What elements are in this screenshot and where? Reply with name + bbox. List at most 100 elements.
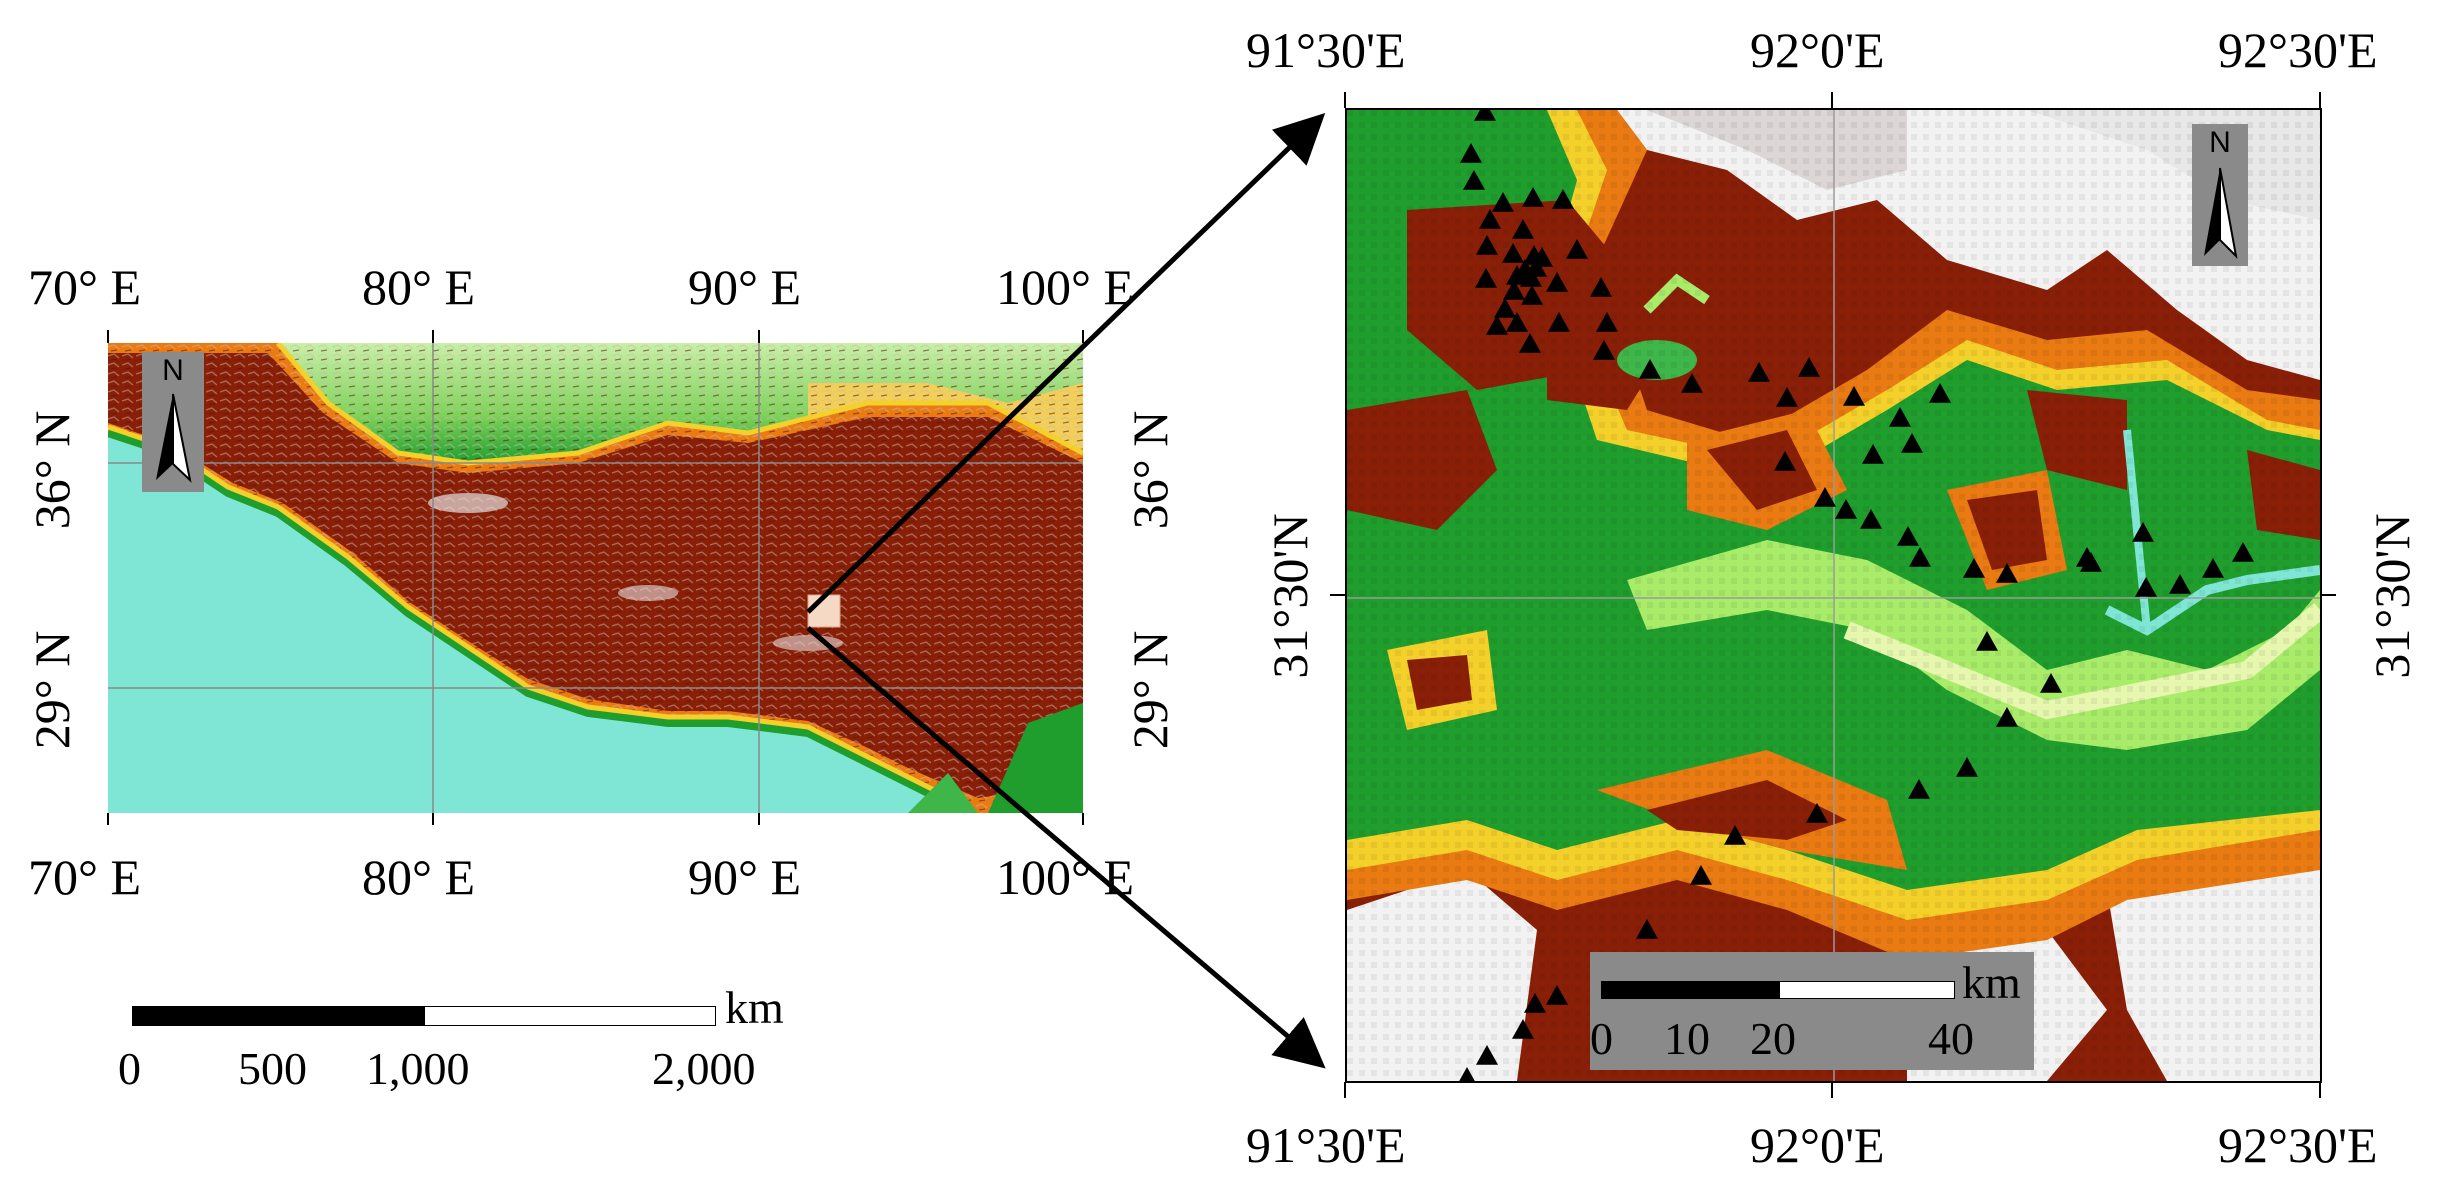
detail-frame-ticks — [1330, 92, 2336, 1098]
station-triangle-icon — [1996, 707, 2018, 727]
station-triangle-icon — [1596, 312, 1618, 332]
detail-bottom-lon-9130: 91°30'E — [1246, 1117, 1406, 1173]
overview-scale-unit: km — [725, 982, 784, 1033]
station-triangle-icon — [1521, 285, 1543, 305]
station-triangle-icon — [1463, 170, 1485, 190]
detail-scale-tick-20: 20 — [1750, 1013, 1796, 1064]
station-triangle-icon — [1460, 143, 1482, 163]
study-area-box — [807, 594, 841, 628]
scale-segment-black — [132, 1006, 424, 1026]
station-triangle-icon — [1996, 563, 2018, 583]
overview-scale-tick-1000: 1,000 — [366, 1043, 470, 1094]
station-triangle-icon — [1843, 386, 1865, 406]
station-triangle-icon — [1552, 189, 1574, 209]
station-triangle-icon — [2132, 522, 2154, 542]
overview-top-lon-70: 70° E — [28, 259, 142, 315]
overview-scale-tick-0: 0 — [118, 1043, 141, 1094]
station-triangle-icon — [1494, 298, 1516, 318]
station-triangle-icon — [2202, 558, 2224, 578]
station-triangle-icon — [1963, 558, 1985, 578]
scale-segment-white — [424, 1006, 716, 1026]
station-triangle-icon — [1522, 187, 1544, 207]
overview-scale-tick-500: 500 — [238, 1043, 307, 1094]
station-triangle-icon — [2040, 673, 2062, 693]
north-arrow-icon — [2204, 167, 2238, 259]
station-triangle-icon — [1590, 277, 1612, 297]
station-triangle-icon — [1776, 387, 1798, 407]
station-triangle-icon — [1681, 373, 1703, 393]
station-triangle-icon — [1525, 257, 1547, 277]
station-triangle-icon — [1506, 265, 1528, 285]
station-triangle-icon — [1492, 192, 1514, 212]
station-triangle-icon — [1909, 547, 1931, 567]
detail-scale-unit: km — [1962, 957, 2021, 1008]
station-triangle-icon — [1908, 779, 1930, 799]
detail-top-lon-9230: 92°30'E — [2218, 22, 2378, 78]
station-triangle-icon — [2076, 547, 2098, 567]
station-triangle-icon — [1548, 312, 1570, 332]
detail-scale-bar — [1601, 981, 1955, 1001]
station-triangle-icon — [1476, 235, 1498, 255]
scale-segment-black — [1601, 981, 1779, 999]
station-triangle-icon — [1506, 312, 1528, 332]
detail-scale-tick-0: 0 — [1590, 1013, 1613, 1064]
station-triangle-icon — [1546, 272, 1568, 292]
overview-top-lon-80: 80° E — [362, 259, 476, 315]
station-triangle-icon — [1636, 919, 1658, 939]
station-triangle-icon — [1814, 487, 1836, 507]
station-triangle-icon — [1519, 333, 1541, 353]
station-triangle-icon — [1860, 509, 1882, 529]
station-triangle-icon — [1774, 451, 1796, 471]
overview-frame-ticks — [107, 330, 1084, 825]
station-triangle-icon — [1502, 243, 1524, 263]
overview-dem-map — [108, 343, 1083, 813]
station-triangle-icon — [1798, 357, 1820, 377]
station-triangle-icon — [1862, 444, 1884, 464]
station-triangle-icon — [1512, 1019, 1534, 1039]
overview-top-lon-100: 100° E — [996, 259, 1135, 315]
detail-top-lon-9200: 92°0'E — [1750, 22, 1885, 78]
station-triangle-icon — [1503, 280, 1525, 300]
station-triangle-icon — [1475, 268, 1497, 288]
station-triangle-icon — [2135, 577, 2157, 597]
station-triangle-icon — [1474, 110, 1496, 121]
station-triangle-icon — [1593, 340, 1615, 360]
overview-scale-tick-2000: 2,000 — [652, 1043, 756, 1094]
station-triangle-icon — [1476, 1045, 1498, 1065]
detail-bottom-lon-9230: 92°30'E — [2218, 1117, 2378, 1173]
detail-top-lon-9130: 91°30'E — [1246, 22, 1406, 78]
station-triangle-icon — [1901, 433, 1923, 453]
overview-bottom-lon-70: 70° E — [28, 849, 142, 905]
overview-north-arrow: N — [142, 352, 204, 492]
station-triangle-icon — [1724, 825, 1746, 845]
overview-north-label: N — [162, 354, 184, 387]
overview-scale-bar — [132, 1006, 716, 1028]
overview-bottom-lon-100: 100° E — [996, 849, 1135, 905]
detail-scale-panel — [1590, 952, 2034, 1070]
detail-bottom-lon-9200: 92°0'E — [1750, 1117, 1885, 1173]
detail-north-label: N — [2209, 126, 2231, 159]
detail-scale-tick-40: 40 — [1928, 1013, 1974, 1064]
station-triangle-icon — [1748, 362, 1770, 382]
station-triangle-icon — [1976, 631, 1998, 651]
station-triangle-icon — [1524, 993, 1546, 1013]
scale-segment-white — [1779, 981, 1955, 999]
station-triangle-icon — [1690, 865, 1712, 885]
detail-right-lat: 31°30'N — [2364, 513, 2420, 679]
detail-scale-tick-10: 10 — [1664, 1013, 1710, 1064]
station-triangle-icon — [1512, 219, 1534, 239]
overview-top-lon-90: 90° E — [688, 259, 802, 315]
overview-bottom-lon-90: 90° E — [688, 849, 802, 905]
overview-bottom-lon-80: 80° E — [362, 849, 476, 905]
north-arrow-icon — [156, 393, 192, 483]
station-triangle-icon — [2232, 542, 2254, 562]
station-triangle-icon — [1486, 315, 1508, 335]
station-triangle-icon — [1835, 499, 1857, 519]
station-triangle-icon — [1929, 383, 1951, 403]
station-triangle-icon — [1897, 526, 1919, 546]
station-triangle-icon — [1956, 757, 1978, 777]
station-triangle-icon — [1459, 1067, 1475, 1081]
station-triangle-icon — [1566, 239, 1588, 259]
station-triangle-icon — [1806, 803, 1828, 823]
